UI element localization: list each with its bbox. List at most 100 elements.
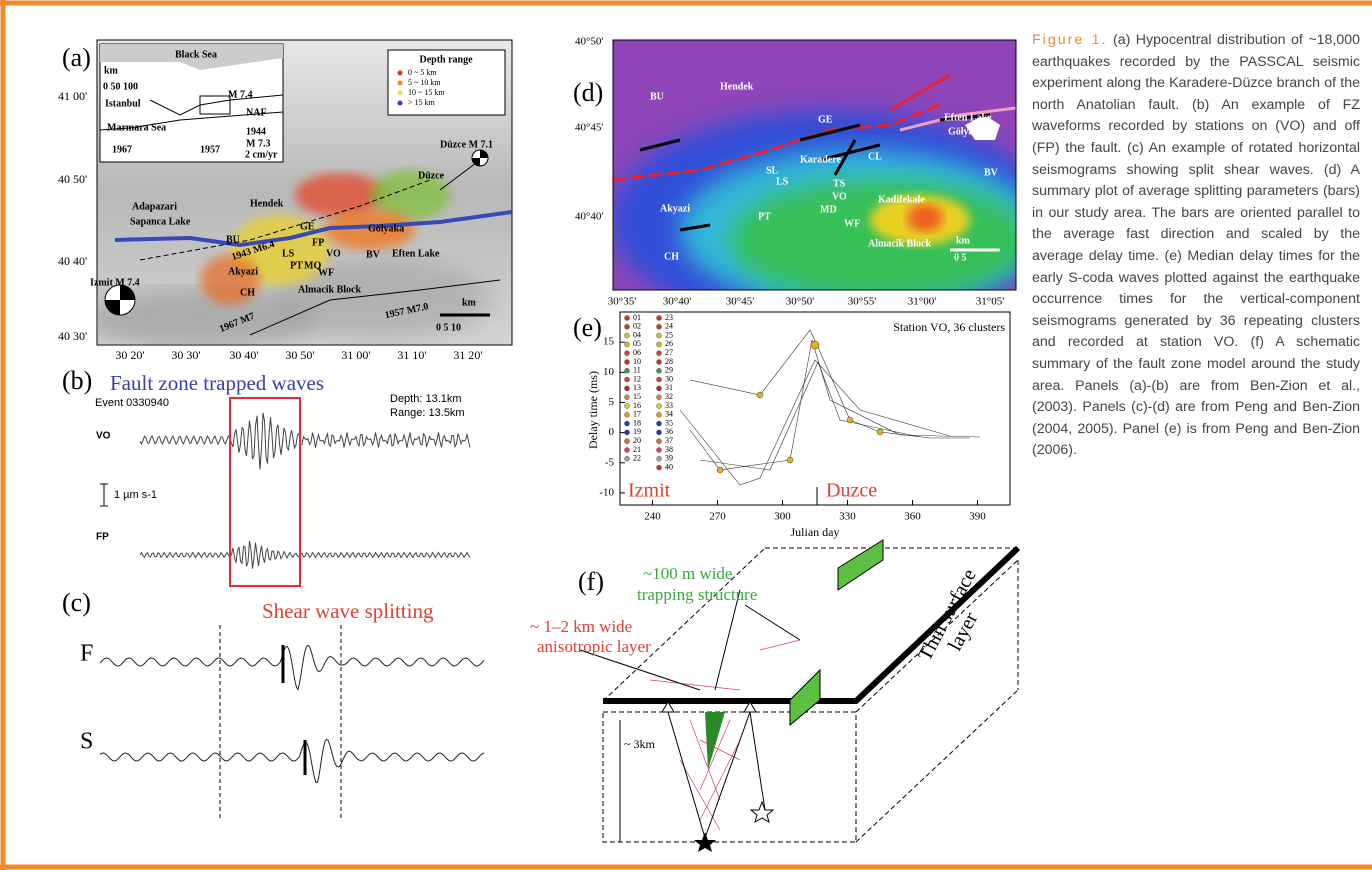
legend-entry: 04 <box>633 330 641 339</box>
legend-swatch <box>624 350 630 356</box>
y-tick-label: 40 30' <box>58 329 87 343</box>
y-tick-label: 5 <box>609 396 615 408</box>
legend-entry: 25 <box>665 330 673 339</box>
legend-entry: 36 <box>665 427 673 436</box>
map-label: Düzce M 7.1 <box>440 139 493 150</box>
x-tick-label: 30 20' <box>115 348 144 362</box>
legend-entry: 10 ~ 15 km <box>408 88 445 97</box>
legend-entry: 11 <box>633 366 641 375</box>
legend-swatch <box>624 376 630 383</box>
schematic-f <box>579 539 1021 852</box>
legend-entry: 16 <box>633 401 641 410</box>
inset-label: 0 50 100 <box>103 81 138 92</box>
map-label: Eften Lake <box>392 248 440 259</box>
panel-title: Fault zone trapped waves <box>110 371 324 395</box>
x-tick-label: 31°00' <box>908 296 936 308</box>
caption-text: (a) Hypocentral distribution of ~18,000 … <box>1032 32 1360 459</box>
map-label: Sapanca Lake <box>130 216 191 227</box>
inset-label: 1967 <box>112 144 132 155</box>
map-label: BV <box>366 249 381 260</box>
legend-entry: 0 ~ 5 km <box>408 68 437 77</box>
y-tick-label: 40 40' <box>58 254 87 268</box>
map-label: Eften Lake <box>944 112 992 123</box>
y-tick-label: 15 <box>603 336 615 348</box>
map-label: WF <box>318 267 334 278</box>
legend-entry: 37 <box>665 436 673 445</box>
legend-swatch <box>624 456 630 462</box>
station: FP <box>96 532 109 543</box>
panel-label: (f) <box>578 567 604 596</box>
map-label: CH <box>664 251 679 262</box>
map-a <box>96 39 513 346</box>
map-label: BV <box>984 167 999 178</box>
y-tick-label: 40°40' <box>575 211 603 223</box>
x-tick-label: 270 <box>709 511 726 523</box>
map-label: BU <box>650 91 664 102</box>
map-label: GE <box>818 114 833 125</box>
depth: Depth: 13.1km <box>390 393 462 405</box>
legend-swatch <box>624 420 630 427</box>
x-axis-label: Julian day <box>791 525 840 539</box>
annotation: ~ 3km <box>624 737 655 751</box>
legend-swatch <box>656 429 662 436</box>
scale: 1 µm s-1 <box>114 489 157 501</box>
legend-entry: 5 ~ 10 km <box>408 78 441 87</box>
map-label: Hendek <box>720 81 754 92</box>
legend-entry: 35 <box>665 418 673 427</box>
legend-swatch <box>656 447 662 453</box>
legend-swatch <box>656 359 662 365</box>
legend-title: Depth range <box>419 54 473 65</box>
inset-label: NAF <box>246 107 267 118</box>
legend-swatch <box>624 359 630 365</box>
y-tick-label: 10 <box>603 366 615 378</box>
annotation: ~ 1–2 km wide <box>530 617 632 636</box>
annotation: trapping structure <box>637 585 757 604</box>
map-label: VO <box>832 191 847 202</box>
legend-entry: 05 <box>633 339 641 348</box>
legend-entry: 22 <box>633 454 641 463</box>
map-label: GE <box>300 221 315 232</box>
legend-swatch <box>624 438 630 444</box>
x-tick-label: 360 <box>904 511 921 523</box>
legend-entry: 28 <box>665 357 673 366</box>
map-label: CL <box>868 151 882 162</box>
x-tick-label: 30°40' <box>663 296 691 308</box>
map-label: PT <box>290 260 303 271</box>
station: VO <box>96 431 111 442</box>
x-tick-label: 30 40' <box>229 348 258 362</box>
map-label: MD <box>820 204 837 215</box>
map-label: Akyazi <box>228 266 258 277</box>
legend-entry: 01 <box>633 313 641 322</box>
range: Range: 13.5km <box>390 407 465 419</box>
legend-swatch <box>656 324 662 330</box>
legend-entry: 34 <box>665 410 673 419</box>
x-tick-label: 31 20' <box>453 348 482 362</box>
panel-label: (a) <box>62 43 91 72</box>
map-label: km <box>956 235 971 246</box>
map-label: Gölyaka <box>948 126 984 137</box>
inset-label: km <box>104 65 119 76</box>
legend-entry: 02 <box>633 322 641 331</box>
legend-swatch <box>656 456 662 462</box>
x-tick-label: 300 <box>774 511 791 523</box>
legend-entry: 13 <box>633 383 641 392</box>
y-tick-label: 0 <box>609 426 615 438</box>
y-tick-label: 40 50' <box>58 172 87 186</box>
legend-swatch <box>397 70 403 76</box>
x-tick-label: 30°55' <box>848 296 876 308</box>
plot-e <box>619 311 1011 506</box>
inset-label: 1957 <box>200 144 220 155</box>
legend-swatch <box>656 438 662 444</box>
inset-label: M 7.3 <box>246 138 270 149</box>
legend-swatch <box>624 385 630 392</box>
legend-entry: 19 <box>633 427 641 436</box>
waveforms-c <box>99 625 485 820</box>
map-label: LS <box>282 248 295 259</box>
inset-label: Marmara Sea <box>107 122 166 133</box>
x-tick-label: 30°45' <box>726 296 754 308</box>
figure-label: Figure 1. <box>1032 32 1108 48</box>
waveforms-b <box>100 397 471 587</box>
map-label: Izmit M 7.4 <box>90 277 140 288</box>
